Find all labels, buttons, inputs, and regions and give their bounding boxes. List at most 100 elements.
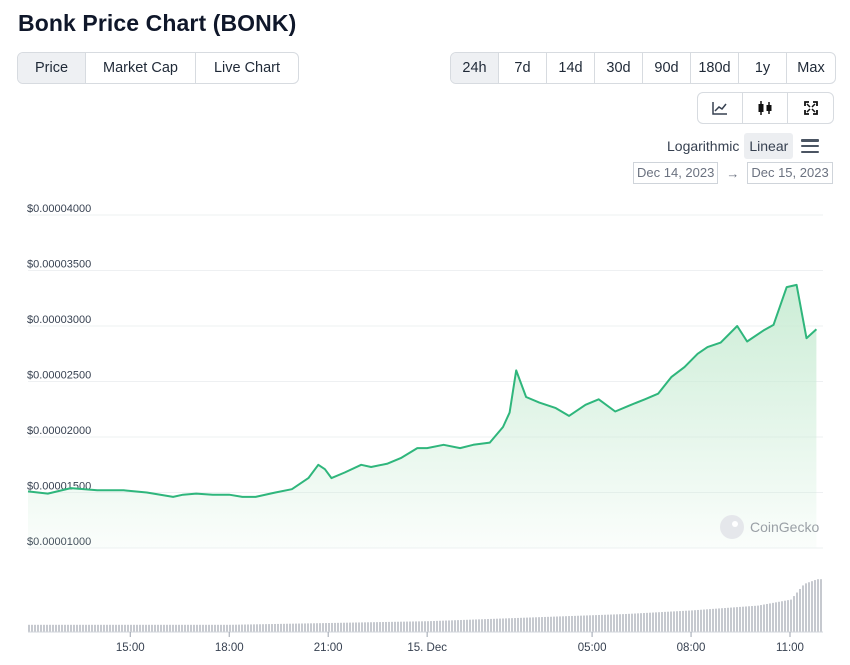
volume-bar — [184, 624, 186, 632]
volume-bar — [577, 615, 579, 632]
range-30d[interactable]: 30d — [595, 53, 643, 83]
tab-live-chart[interactable]: Live Chart — [213, 60, 281, 76]
volume-bar — [499, 618, 501, 632]
range-14d[interactable]: 14d — [547, 53, 595, 83]
range-180d[interactable]: 180d — [691, 53, 739, 83]
volume-bar — [289, 623, 291, 632]
volume-bar — [124, 624, 126, 632]
line-chart-view-button[interactable] — [698, 93, 743, 123]
volume-bar — [274, 623, 276, 632]
volume-bar — [451, 620, 453, 632]
volume-bar — [802, 585, 804, 632]
volume-bar — [718, 608, 720, 632]
y-tick-label: $0.00002500 — [27, 370, 91, 382]
volume-bar — [241, 624, 243, 632]
volume-bar — [688, 610, 690, 632]
tab-price[interactable]: Price — [18, 53, 86, 83]
candlestick-icon — [757, 100, 773, 116]
volume-bar — [496, 618, 498, 632]
volume-bar — [190, 624, 192, 632]
range-max[interactable]: Max — [797, 60, 825, 76]
volume-bar — [412, 621, 414, 632]
volume-bar — [796, 592, 798, 632]
volume-bar — [76, 624, 78, 632]
volume-bar — [385, 621, 387, 632]
volume-bar — [211, 624, 213, 632]
volume-bar — [61, 624, 63, 632]
fullscreen-icon — [803, 101, 818, 115]
fullscreen-view-button[interactable] — [788, 93, 833, 123]
volume-bar — [286, 623, 288, 632]
volume-bar — [304, 623, 306, 632]
volume-bar — [586, 615, 588, 632]
volume-bar — [277, 623, 279, 632]
volume-bar — [448, 620, 450, 632]
volume-bar — [550, 616, 552, 632]
volume-bar — [373, 622, 375, 632]
volume-bar — [760, 605, 762, 632]
volume-bar — [589, 615, 591, 632]
volume-bar — [271, 624, 273, 632]
range-7d[interactable]: 7d — [499, 53, 547, 83]
volume-bar — [259, 624, 261, 632]
chart-menu-icon[interactable] — [801, 139, 820, 153]
volume-bar — [538, 617, 540, 632]
volume-bar — [136, 624, 138, 632]
x-tick-label: 08:00 — [677, 642, 706, 654]
volume-bar — [121, 624, 123, 632]
volume-bar — [595, 615, 597, 632]
volume-bar — [508, 618, 510, 632]
volume-bar — [214, 624, 216, 632]
volume-bar — [523, 617, 525, 632]
range-1y[interactable]: 1y — [739, 53, 787, 83]
volume-bar — [553, 616, 555, 632]
scale-logarithmic-option[interactable]: Logarithmic — [667, 138, 740, 154]
date-range: Dec 14, 2023 → Dec 15, 2023 — [633, 162, 833, 184]
volume-bar — [334, 622, 336, 632]
volume-bar — [757, 605, 759, 632]
volume-bar — [400, 621, 402, 632]
volume-bar — [187, 624, 189, 632]
line-chart-icon — [712, 101, 728, 115]
candlestick-view-button[interactable] — [743, 93, 788, 123]
volume-bar — [376, 622, 378, 632]
volume-bar — [661, 612, 663, 632]
volume-bar — [295, 623, 297, 632]
volume-bar — [790, 599, 792, 632]
volume-bar — [379, 622, 381, 632]
volume-bar — [157, 624, 159, 632]
volume-bar — [814, 580, 816, 632]
volume-bar — [430, 621, 432, 632]
volume-bar — [667, 611, 669, 632]
volume-bar — [670, 611, 672, 632]
volume-bar — [229, 624, 231, 632]
coingecko-logo-icon — [720, 515, 744, 539]
volume-bar — [319, 623, 321, 632]
volume-bar — [34, 624, 36, 632]
volume-bar — [817, 579, 819, 632]
volume-bar — [172, 624, 174, 632]
volume-bar — [820, 579, 822, 632]
volume-bar — [418, 621, 420, 632]
volume-bar — [193, 624, 195, 632]
volume-bar — [367, 622, 369, 632]
volume-bar — [181, 624, 183, 632]
range-90d[interactable]: 90d — [643, 53, 691, 83]
watermark-text: CoinGecko — [750, 519, 819, 535]
date-from-input[interactable]: Dec 14, 2023 — [633, 162, 719, 184]
tab-market-cap[interactable]: Market Cap — [86, 53, 196, 83]
date-to-input[interactable]: Dec 15, 2023 — [747, 162, 833, 184]
volume-bar — [622, 614, 624, 632]
range-24h[interactable]: 24h — [451, 53, 499, 83]
volume-bar — [679, 611, 681, 632]
volume-bar — [466, 619, 468, 632]
volume-bar — [733, 607, 735, 632]
volume-bar — [598, 614, 600, 632]
volume-bar — [217, 624, 219, 632]
volume-bar — [544, 616, 546, 632]
volume-bar — [664, 611, 666, 632]
volume-bar — [427, 621, 429, 632]
y-tick-label: $0.00003500 — [27, 259, 91, 271]
scale-linear-option[interactable]: Linear — [744, 133, 794, 159]
